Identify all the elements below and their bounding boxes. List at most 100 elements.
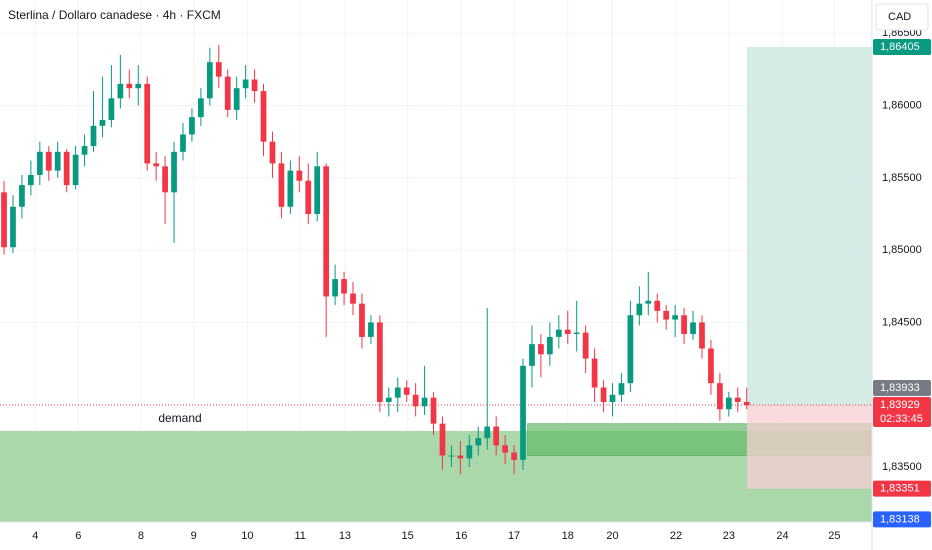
candle-body [135, 83, 142, 89]
price-label-box [873, 380, 931, 397]
currency-label[interactable]: CAD [888, 11, 911, 23]
candle-body [448, 455, 455, 457]
x-tick-label: 15 [401, 530, 413, 542]
x-tick-label: 4 [32, 530, 38, 542]
price-label: 1,83351 [880, 483, 920, 495]
candle-body [493, 426, 500, 446]
candle-body [224, 76, 231, 110]
candle-body [690, 322, 696, 335]
candle-body [189, 117, 195, 135]
x-tick-label: 9 [191, 530, 197, 542]
currency-button[interactable] [875, 3, 929, 31]
candle-body [412, 394, 419, 407]
x-tick-label: 20 [606, 530, 618, 542]
candle-body [394, 387, 401, 398]
x-tick-label: 23 [723, 530, 735, 542]
candle-body [681, 315, 687, 335]
candle-body [1, 192, 7, 248]
candle-body [708, 348, 714, 384]
candle-body [430, 397, 437, 424]
candle-body [529, 344, 535, 366]
candle-body [341, 279, 347, 294]
candle-body [215, 62, 222, 77]
candle-body [654, 300, 661, 311]
candle-body [198, 98, 204, 118]
candle-body [421, 397, 428, 407]
candle-body [260, 91, 267, 142]
candle-body [28, 174, 34, 186]
candle-body [663, 310, 670, 320]
candle-body [206, 62, 213, 99]
y-tick-label: 1,83500 [882, 461, 922, 473]
candle-body [45, 151, 52, 171]
candle-body [636, 303, 643, 316]
y-tick-label: 1,85500 [882, 172, 922, 184]
candle-body [555, 329, 562, 337]
axes: 1,835001,845001,850001,855001,860001,865… [32, 27, 931, 542]
candle-body [743, 401, 750, 406]
x-tick-label: 25 [828, 530, 840, 542]
x-tick-label: 24 [776, 530, 788, 542]
candle-body [81, 146, 88, 155]
candle-body [278, 163, 285, 207]
price-label-box [873, 511, 931, 528]
candle-body [547, 336, 553, 355]
price-label-box [873, 397, 931, 428]
candle-body [314, 166, 321, 215]
candle-body [573, 332, 580, 335]
candle-body [10, 206, 16, 248]
candle-body [117, 83, 124, 99]
candle-body [323, 166, 330, 297]
x-tick-label: 17 [508, 530, 520, 542]
candle-body [350, 293, 356, 304]
candle-body [54, 151, 61, 171]
candle-body [171, 151, 177, 193]
candle-body [484, 426, 491, 439]
price-label: 1,83138 [880, 513, 920, 525]
candle-body [520, 365, 526, 460]
candle-body [99, 120, 106, 126]
candle-body [591, 358, 598, 388]
candle-body [242, 79, 249, 89]
candle-body [511, 452, 517, 460]
candle-body [368, 322, 374, 337]
candle-body [564, 329, 571, 335]
candle-body [162, 166, 168, 193]
candle-body [359, 303, 365, 337]
candle-body [180, 134, 186, 152]
price-label: 1,86405 [880, 41, 920, 53]
price-label: 1,83933 [880, 382, 920, 394]
x-tick-label: 13 [339, 530, 351, 542]
candle-body [618, 383, 625, 395]
candle-body [717, 383, 723, 410]
candle-body [144, 83, 151, 164]
candle-body [734, 397, 741, 402]
candle-body [645, 300, 652, 304]
x-tick-label: 22 [670, 530, 682, 542]
candle-body [108, 98, 115, 121]
candle-body [457, 455, 464, 459]
price-label: 1,83929 [880, 399, 920, 411]
candle-body [287, 170, 294, 207]
x-tick-label: 6 [75, 530, 81, 542]
x-tick-label: 16 [455, 530, 467, 542]
y-tick-label: 1,86000 [882, 99, 922, 111]
candle-body [305, 180, 312, 215]
candle-body [72, 154, 79, 186]
plot-area: demand [0, 0, 873, 522]
candle-body [36, 151, 43, 175]
price-axis [872, 0, 932, 550]
candle-body [153, 163, 160, 167]
price-label-box [873, 38, 931, 55]
x-tick-label: 11 [295, 530, 306, 542]
candle-body [466, 445, 473, 459]
candle-body [672, 315, 679, 320]
candle-body [376, 322, 383, 402]
candle-body [19, 185, 25, 207]
candle-body [725, 397, 732, 410]
position-loss [747, 405, 872, 489]
candle-body [251, 79, 258, 92]
candle-body [538, 344, 544, 355]
